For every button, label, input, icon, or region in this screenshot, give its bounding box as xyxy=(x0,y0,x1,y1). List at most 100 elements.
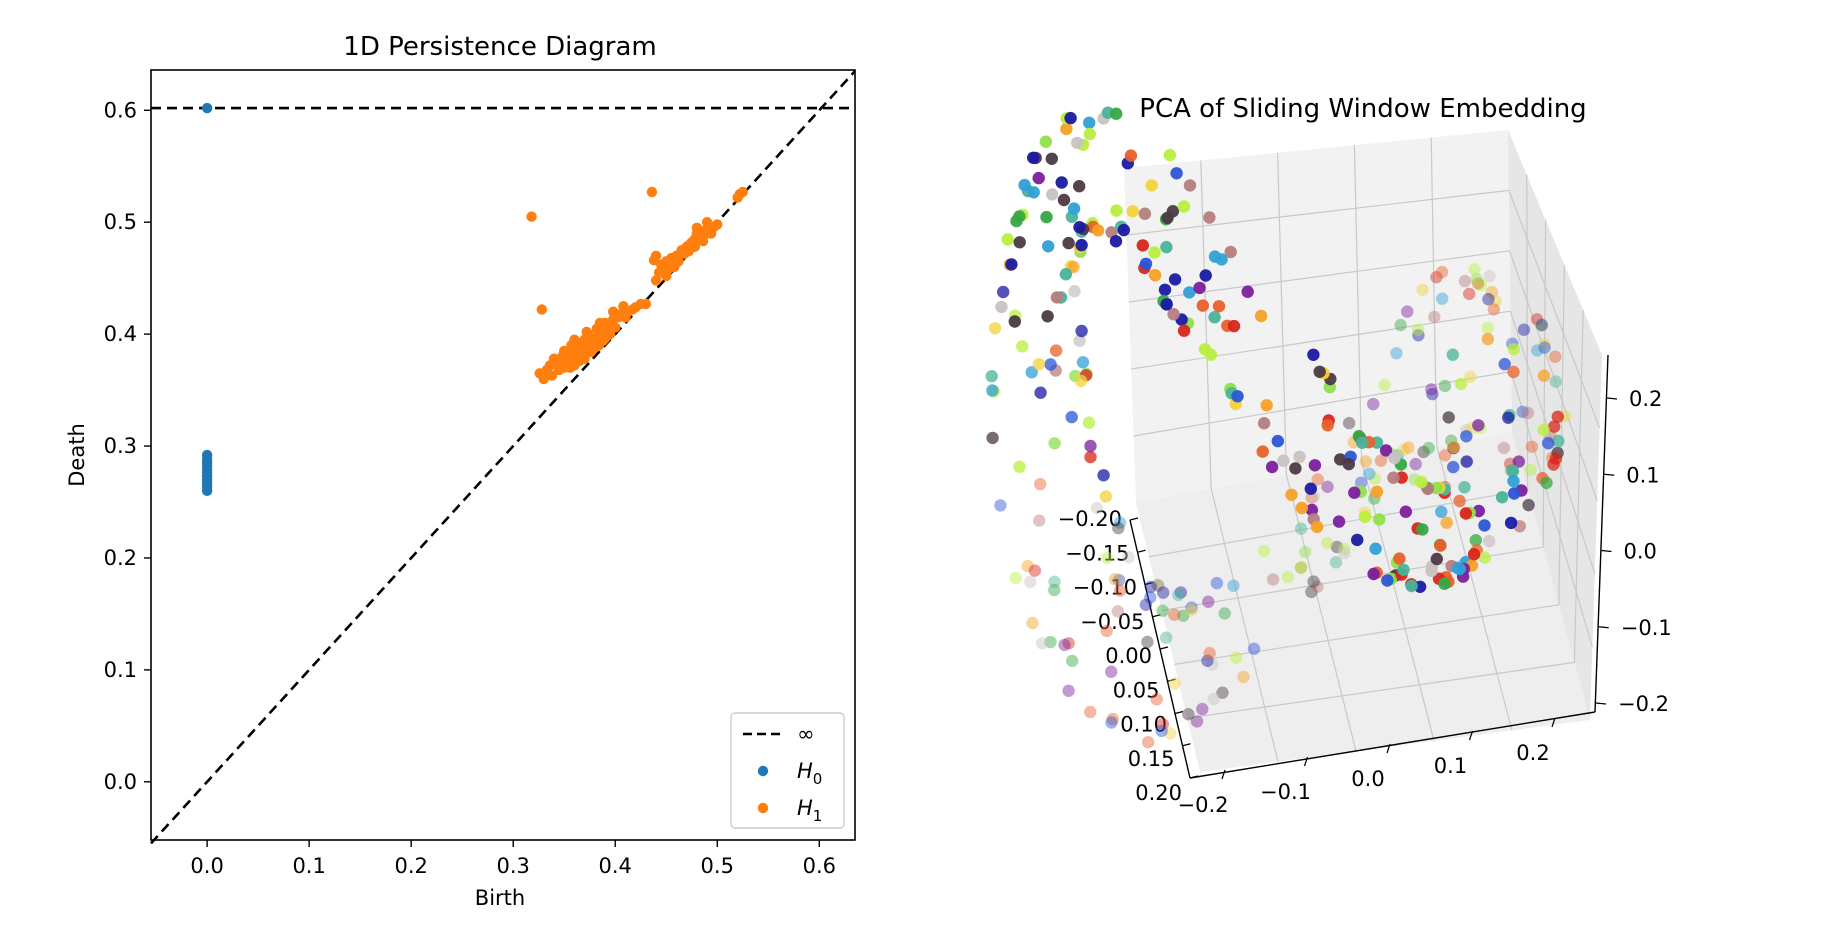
scatter-point xyxy=(1066,654,1079,668)
scatter-point xyxy=(1215,253,1228,266)
scatter-point xyxy=(1182,708,1195,721)
point-h1 xyxy=(646,186,658,198)
grid-line xyxy=(1126,189,1509,236)
z-tick-label: 0.2 xyxy=(1629,387,1662,411)
scatter-point xyxy=(1367,567,1380,581)
scatter-point xyxy=(1552,434,1565,448)
scatter-point xyxy=(1388,451,1401,465)
scatter-point xyxy=(1059,268,1073,281)
scatter-point xyxy=(1295,561,1308,574)
scatter-point xyxy=(1122,551,1135,564)
scatter-point xyxy=(1401,305,1414,318)
scatter-point xyxy=(1150,693,1163,706)
scatter-point xyxy=(1058,638,1071,652)
scatter-point xyxy=(986,384,999,397)
scatter-point xyxy=(1033,514,1046,527)
scatter-point xyxy=(1170,167,1183,180)
scatter-point xyxy=(1426,387,1439,401)
scatter-point xyxy=(1068,285,1081,298)
scatter-point xyxy=(1210,576,1224,590)
scatter-point xyxy=(1549,452,1563,465)
scatter-point xyxy=(1124,149,1138,162)
scatter-point xyxy=(1379,444,1393,457)
scatter-point xyxy=(1512,455,1526,468)
persistence-diagram-chart: 1D Persistence Diagram Birth Death 0.0 0.… xyxy=(65,32,856,910)
x-tick-mark xyxy=(1129,517,1139,521)
scatter-point xyxy=(1417,445,1430,459)
point-h1 xyxy=(650,275,662,286)
scatter-point xyxy=(1430,552,1444,566)
grid-line xyxy=(1542,219,1547,548)
scatter-point xyxy=(1025,366,1038,379)
x-tick-label: 0.5 xyxy=(701,854,734,878)
x-tick-label: −0.10 xyxy=(1073,576,1137,600)
scatter-point xyxy=(1359,455,1373,468)
scatter-point xyxy=(1044,358,1057,371)
x-tick-label: 0.20 xyxy=(1135,781,1182,805)
point-h1 xyxy=(569,334,580,345)
plot-frame xyxy=(150,69,856,841)
scatter-point xyxy=(1415,475,1428,489)
x-tick-mark xyxy=(1189,775,1199,779)
x-tick-mark xyxy=(1159,646,1169,650)
z-axis-line xyxy=(1594,354,1609,713)
y-axis-line xyxy=(1189,711,1596,779)
scatter-point xyxy=(1489,294,1502,308)
scatter-point xyxy=(1460,455,1473,468)
scatter-point xyxy=(1084,450,1097,464)
x-tick-mark xyxy=(1182,743,1191,747)
scatter-point xyxy=(1065,410,1078,424)
scatter-point xyxy=(1305,503,1319,517)
y-tick-label: −0.2 xyxy=(1178,793,1229,817)
scatter-point xyxy=(1212,300,1226,313)
scatter-point xyxy=(1308,459,1322,472)
point-h1 xyxy=(579,353,590,364)
scatter-point xyxy=(1201,654,1214,667)
scatter-point xyxy=(1163,148,1177,162)
scatter-point xyxy=(1434,539,1447,552)
data-points xyxy=(985,106,1572,749)
scatter-point xyxy=(1048,583,1061,597)
scatter-point xyxy=(986,431,999,445)
grid-line xyxy=(1509,250,1598,502)
scatter-point xyxy=(1190,715,1204,728)
scatter-point xyxy=(1285,488,1298,501)
x-tick-label: −0.15 xyxy=(1065,541,1129,565)
scatter-point xyxy=(1046,188,1059,201)
scatter-point xyxy=(1254,309,1268,323)
scatter-point xyxy=(1393,552,1406,565)
scatter-point xyxy=(1548,420,1561,433)
scatter-point xyxy=(1495,491,1509,504)
point-h1 xyxy=(640,298,652,310)
scatter-point xyxy=(1307,348,1320,361)
grid-line xyxy=(1200,160,1212,489)
y-tick-label: 0.0 xyxy=(104,770,137,794)
scatter-point xyxy=(1144,580,1158,594)
x-tick-label: 0.00 xyxy=(1105,644,1152,668)
scatter-point xyxy=(1018,178,1031,192)
scatter-point xyxy=(1342,457,1356,471)
scatter-point xyxy=(1067,202,1081,215)
scatter-point xyxy=(1196,702,1209,716)
scatter-point xyxy=(1310,520,1324,534)
scatter-point xyxy=(1522,498,1535,512)
z-tick-label: 0.0 xyxy=(1624,540,1657,564)
point-h1 xyxy=(587,340,598,351)
scatter-point xyxy=(1330,540,1344,554)
y-tick-label: 0.6 xyxy=(104,98,137,122)
scatter-point xyxy=(1295,501,1309,515)
scatter-point xyxy=(1356,436,1369,449)
scatter-point xyxy=(1010,214,1023,228)
scatter-point xyxy=(1507,365,1520,379)
scatter-point xyxy=(1111,605,1125,618)
scatter-point xyxy=(1105,716,1118,729)
scatter-point xyxy=(1144,591,1157,604)
scatter-point xyxy=(1168,273,1182,286)
x-tick-label: 0.05 xyxy=(1113,678,1160,702)
scatter-point xyxy=(1311,580,1324,593)
scatter-point xyxy=(1112,521,1125,535)
point-h1 xyxy=(536,304,547,315)
scatter-point xyxy=(1136,239,1150,252)
point-h1 xyxy=(618,300,629,312)
